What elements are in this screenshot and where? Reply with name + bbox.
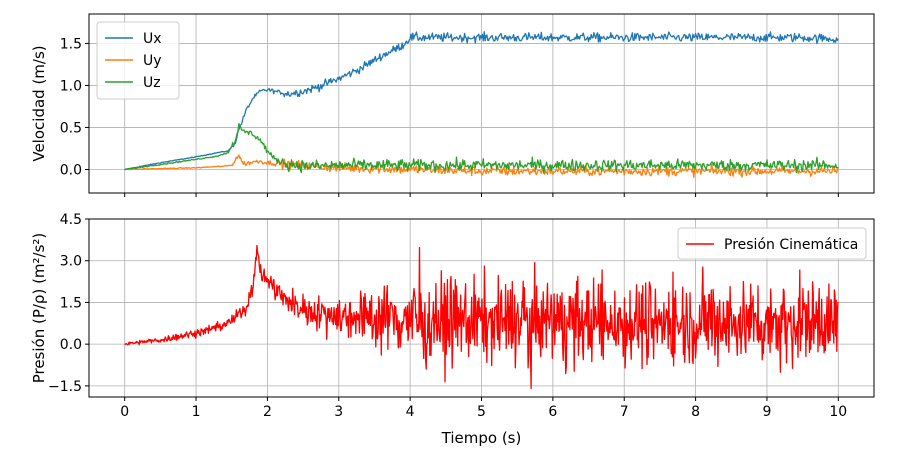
legend-label: Uz [143, 75, 161, 91]
x-tick-label: 2 [263, 404, 272, 420]
y-tick-label: 1.5 [60, 295, 82, 311]
velocity-chart: 0.0 0.5 1.0 1.5 Velocidad (m/s) Ux Uy Uz [30, 13, 875, 197]
pressure-chart: 0 1 2 3 4 5 6 7 8 9 10 −1.5 0.0 1.5 3.0 4.5 Presión (P/ρ… [30, 212, 875, 447]
legend-box [677, 227, 867, 260]
y-tick-label: 0.0 [60, 337, 82, 353]
x-tick-label: 8 [691, 404, 700, 420]
legend-label: Ux [143, 31, 162, 47]
y-tick-label: 1.0 [60, 78, 82, 94]
x-tick-label: 6 [548, 404, 557, 420]
grid [89, 14, 874, 193]
y-tick-label: 0.5 [60, 120, 82, 136]
y-tick-label: 0.0 [60, 162, 82, 178]
y-tick-label: −1.5 [48, 379, 82, 395]
x-axis-label: Tiempo (s) [441, 429, 522, 447]
y-axis-label: Velocidad (m/s) [30, 45, 48, 161]
y-axis-label: Presión (P/ρ) (m²/s²) [30, 233, 48, 384]
legend: Presión Cinemática [677, 227, 867, 260]
series-line-ux [124, 31, 839, 170]
x-tick-label: 0 [120, 404, 129, 420]
legend: Ux Uy Uz [96, 21, 180, 100]
x-tick-label: 4 [406, 404, 415, 420]
y-tick-label: 1.5 [60, 36, 82, 52]
y-tick-label: 4.5 [60, 212, 82, 228]
legend-label: Uy [143, 53, 162, 69]
x-tick-label: 3 [334, 404, 343, 420]
x-tick-label: 9 [762, 404, 771, 420]
legend-label: Presión Cinemática [724, 237, 858, 253]
x-tick-label: 1 [192, 404, 201, 420]
x-tick-label: 7 [620, 404, 629, 420]
legend-box [96, 21, 180, 100]
series-line-uz [124, 122, 839, 174]
x-tick-label: 10 [829, 404, 847, 420]
series-line-presión-cinemática [124, 244, 839, 390]
series-line-uy [124, 154, 839, 178]
y-tick-label: 3.0 [60, 254, 82, 270]
x-tick-label: 5 [477, 404, 486, 420]
